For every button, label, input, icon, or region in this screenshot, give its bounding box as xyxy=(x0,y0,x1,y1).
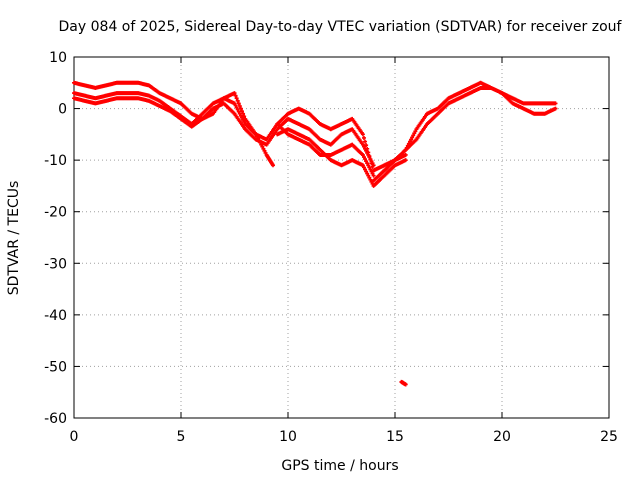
x-tick-label: 5 xyxy=(177,429,186,445)
data-point xyxy=(553,106,558,111)
data-point xyxy=(236,101,241,106)
x-tick-label: 10 xyxy=(279,429,297,445)
x-tick-label: 20 xyxy=(493,429,511,445)
series-track-e xyxy=(275,127,408,188)
x-tick-label: 25 xyxy=(600,429,618,445)
data-point xyxy=(233,93,238,98)
y-tick-label: -40 xyxy=(44,308,67,324)
data-points xyxy=(72,80,558,387)
data-point xyxy=(367,154,372,159)
y-tick-label: 10 xyxy=(49,50,67,66)
x-axis-label: GPS time / hours xyxy=(281,458,398,474)
data-point xyxy=(363,139,368,144)
data-point xyxy=(403,382,408,387)
data-point xyxy=(368,157,373,162)
data-point xyxy=(553,101,558,106)
x-tick-label: 15 xyxy=(386,429,404,445)
data-point xyxy=(232,91,237,96)
data-point xyxy=(370,164,375,169)
y-axis-label: SDTVAR / TECUs xyxy=(6,181,22,296)
series-outlier xyxy=(399,379,408,387)
data-point xyxy=(238,106,243,111)
series-track-f xyxy=(371,85,558,183)
data-point xyxy=(361,135,366,140)
data-point xyxy=(360,132,365,137)
series-track-c xyxy=(72,96,376,168)
data-point xyxy=(371,173,376,178)
x-tick-label: 0 xyxy=(70,429,79,445)
y-tick-label: -30 xyxy=(44,256,67,272)
plot-frame xyxy=(73,56,610,419)
y-tick-label: -10 xyxy=(44,153,67,169)
axis-ticks: 0 5 10 15 20 25 10 0 -10 -20 -30 -40 -50 -60 xyxy=(44,50,618,445)
series-track-g xyxy=(382,80,558,173)
data-point xyxy=(366,150,371,155)
data-point xyxy=(364,143,369,148)
data-point xyxy=(237,103,242,108)
series-track-b xyxy=(72,91,376,178)
y-tick-label: -60 xyxy=(44,411,67,427)
data-point xyxy=(365,146,370,151)
data-point xyxy=(235,98,240,103)
data-point xyxy=(234,96,239,101)
data-point xyxy=(369,161,374,166)
data-point xyxy=(403,152,408,157)
y-tick-label: -50 xyxy=(44,359,67,375)
chart-title: Day 084 of 2025, Sidereal Day-to-day VTE… xyxy=(59,19,623,35)
data-point xyxy=(403,158,408,163)
y-tick-label: 0 xyxy=(58,102,67,118)
y-tick-label: -20 xyxy=(44,205,67,221)
data-point xyxy=(271,163,276,168)
